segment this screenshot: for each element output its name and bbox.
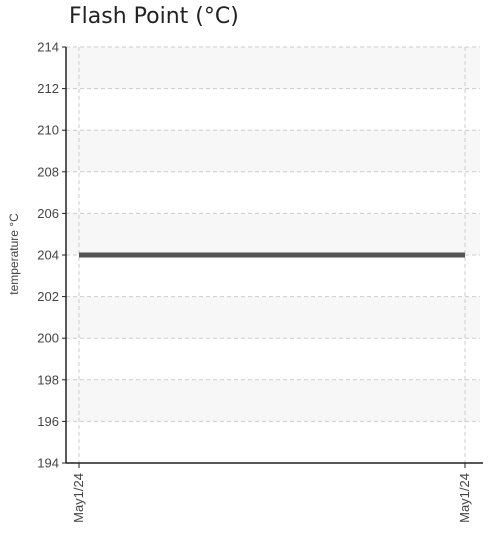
chart-title: Flash Point (°C) [69,4,239,29]
y-tick-label: 196 [37,414,59,429]
y-tick-label: 200 [37,331,59,346]
y-tick-label: 214 [37,40,59,55]
y-tick-label: 208 [37,164,59,179]
grid-band [66,379,480,422]
grid-band [66,130,480,172]
y-tick-label: 206 [37,206,59,221]
grid-band [66,213,480,255]
grid-band [66,296,480,339]
x-tick-label: May1/24 [71,473,86,523]
x-tick-label: May1/24 [457,473,472,523]
y-tick-label: 194 [37,456,59,471]
y-tick-label: 210 [37,123,59,138]
tick-labels: 194 196 198 200 202 204 206 208 210 212 214 May1/24… [37,40,472,523]
y-tick-label: 198 [37,372,59,387]
background-bands [66,47,480,422]
y-tick-label: 212 [37,81,59,96]
y-axis-label: temperature °C [7,213,21,295]
axes [62,46,483,468]
y-tick-label: 202 [37,289,59,304]
y-tick-label: 204 [37,248,59,263]
grid-band [66,47,480,89]
